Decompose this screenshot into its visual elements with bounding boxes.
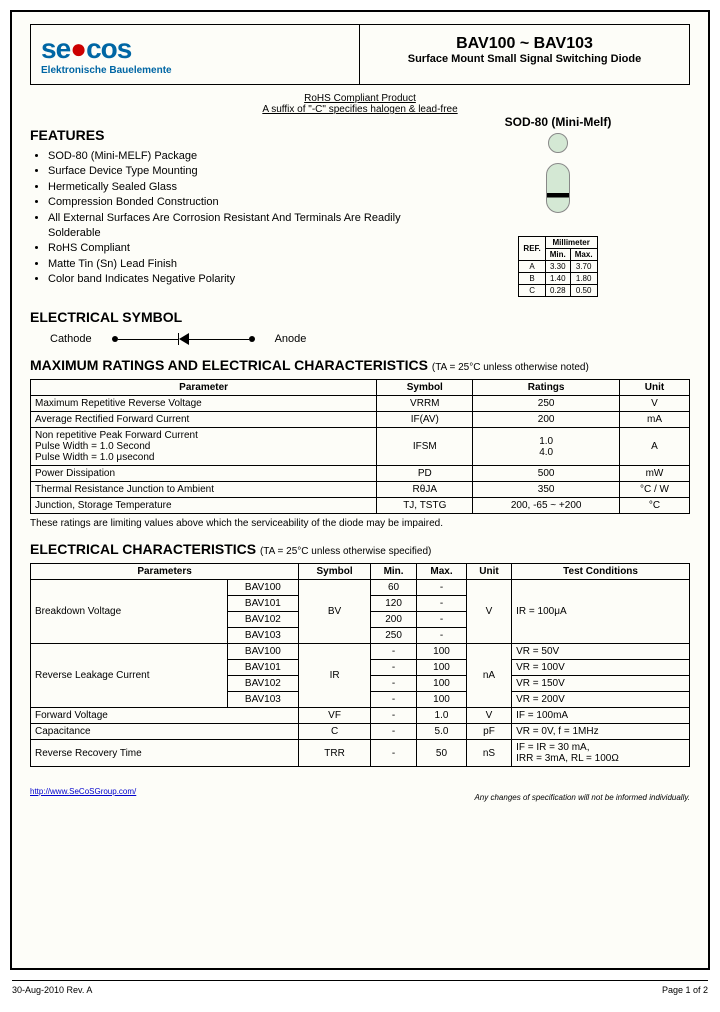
footer-page: Page 1 of 2 bbox=[662, 985, 708, 995]
footer-disclaimer: Any changes of specification will not be… bbox=[474, 793, 690, 802]
cathode-label: Cathode bbox=[50, 333, 92, 345]
header: se●cos Elektronische Bauelemente BAV100 … bbox=[30, 24, 690, 85]
feature-item: Compression Bonded Construction bbox=[48, 195, 426, 210]
footer-url: http://www.SeCoSGroup.com/ bbox=[30, 787, 136, 802]
dimension-table: REF.Millimeter Min.Max. A3.303.70B1.401.… bbox=[518, 236, 597, 297]
package-outline: SOD-80 (Mini-Melf) REF.Millimeter Min.Ma… bbox=[426, 115, 690, 297]
features-title: FEATURES bbox=[30, 127, 426, 143]
package-top-icon bbox=[548, 133, 568, 153]
tagline: Elektronische Bauelemente bbox=[41, 65, 349, 76]
electrical-symbol: Cathode Anode bbox=[50, 333, 690, 345]
rohs-note: RoHS Compliant Product A suffix of "-C" … bbox=[30, 93, 690, 115]
feature-item: All External Surfaces Are Corrosion Resi… bbox=[48, 211, 426, 242]
title-cell: BAV100 ~ BAV103 Surface Mount Small Sign… bbox=[360, 25, 689, 84]
company-logo: se●cos bbox=[41, 33, 349, 65]
logo-cell: se●cos Elektronische Bauelemente bbox=[31, 25, 360, 84]
feature-item: Surface Device Type Mounting bbox=[48, 164, 426, 179]
anode-label: Anode bbox=[275, 333, 307, 345]
datasheet-page: se●cos Elektronische Bauelemente BAV100 … bbox=[10, 10, 710, 970]
feature-item: SOD-80 (Mini-MELF) Package bbox=[48, 149, 426, 164]
ratings-note: These ratings are limiting values above … bbox=[30, 518, 690, 529]
elec-char-title: ELECTRICAL CHARACTERISTICS (TA = 25°C un… bbox=[30, 541, 690, 557]
elec-char-table: Parameters Symbol Min. Max. Unit Test Co… bbox=[30, 563, 690, 767]
part-number-title: BAV100 ~ BAV103 bbox=[370, 35, 679, 53]
features-list: SOD-80 (Mini-MELF) PackageSurface Device… bbox=[30, 149, 426, 288]
part-subtitle: Surface Mount Small Signal Switching Dio… bbox=[370, 53, 679, 65]
package-body-icon bbox=[546, 163, 570, 213]
footer-date: 30-Aug-2010 Rev. A bbox=[12, 985, 92, 995]
max-ratings-table: ParameterSymbolRatingsUnit Maximum Repet… bbox=[30, 379, 690, 514]
symbol-title: ELECTRICAL SYMBOL bbox=[30, 309, 690, 325]
feature-item: RoHS Compliant bbox=[48, 241, 426, 256]
package-label: SOD-80 (Mini-Melf) bbox=[426, 115, 690, 129]
max-ratings-title: MAXIMUM RATINGS AND ELECTRICAL CHARACTER… bbox=[30, 357, 690, 373]
diode-symbol-icon bbox=[112, 333, 255, 345]
page-footer: 30-Aug-2010 Rev. A Page 1 of 2 bbox=[12, 985, 708, 995]
feature-item: Hermetically Sealed Glass bbox=[48, 180, 426, 195]
feature-item: Matte Tin (Sn) Lead Finish bbox=[48, 257, 426, 272]
feature-item: Color band Indicates Negative Polarity bbox=[48, 272, 426, 287]
